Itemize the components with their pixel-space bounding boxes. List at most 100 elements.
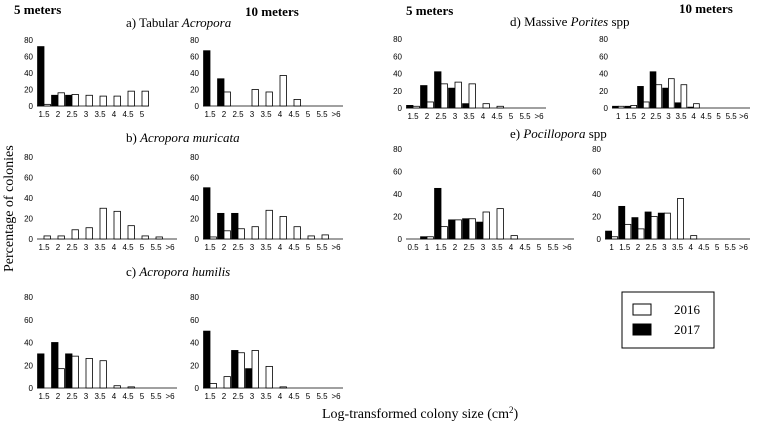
bar-2016 (496, 105, 504, 109)
bar-2017 (687, 106, 694, 109)
x-tick-label: 1.5 (204, 392, 216, 401)
y-tick-label: 20 (190, 361, 199, 370)
bar-2016 (611, 236, 619, 240)
x-tick-label: 4 (278, 392, 283, 401)
bar-2017 (217, 212, 225, 240)
bar-2016 (650, 216, 658, 240)
bar-2017 (37, 353, 45, 389)
x-tick-label: 2.5 (66, 392, 78, 401)
x-tick-label: 4 (278, 110, 283, 119)
x-tick-label: 5 (140, 392, 145, 401)
bar-2016 (677, 198, 684, 240)
x-tick-label: >6 (739, 112, 749, 121)
bar-2016 (251, 350, 259, 389)
x-tick-label: 3.5 (94, 392, 106, 401)
bar-2017 (51, 94, 59, 107)
panel-b-5m: 0 20 40 60 80 1.5 2 2.5 3 3.5 4 4.5 5 5.5 >6 (24, 153, 177, 252)
bar-2016 (43, 103, 51, 107)
bar-2016 (71, 355, 79, 389)
x-tick-label: 0.5 (407, 243, 419, 252)
x-tick-label: 4 (481, 112, 486, 121)
y-tick-label: 40 (599, 70, 608, 79)
bar-2017 (65, 353, 73, 389)
x-tick-label: 4 (112, 243, 117, 252)
x-tick-label: 1.5 (204, 243, 216, 252)
bar-2017 (657, 212, 665, 240)
bar-2016 (127, 386, 135, 389)
y-tick-label: 60 (24, 174, 33, 183)
bar-2017 (637, 86, 644, 109)
x-tick-label: 2.5 (232, 392, 244, 401)
bar-2016 (482, 103, 490, 109)
bar-2016 (113, 385, 121, 389)
y-tick-label: 60 (190, 316, 199, 325)
x-tick-label: 1.5 (204, 110, 216, 119)
panel-c-5m: 0 20 40 60 80 1.5 2 2.5 3 3.5 4 4.5 5 5.5 >6 (24, 293, 177, 401)
bar-2017 (420, 236, 428, 240)
y-tick-label: 40 (24, 69, 33, 78)
x-tick-label: 4.5 (122, 392, 134, 401)
x-tick-label: 3.5 (675, 112, 687, 121)
x-tick-label: 4.5 (122, 243, 134, 252)
y-axis-label: Percentage of colonies (2, 145, 17, 272)
y-tick-label: 20 (592, 213, 601, 222)
bar-2016 (279, 386, 287, 389)
x-tick-label: 5.5 (519, 112, 531, 121)
x-tick-label: 5 (715, 243, 720, 252)
x-tick-label: 5.5 (150, 243, 162, 252)
x-tick-label: 3.5 (672, 243, 684, 252)
x-tick-label: 2 (56, 392, 61, 401)
bar-2017 (631, 217, 639, 240)
x-tick-label: 5 (509, 112, 514, 121)
bar-2016 (426, 236, 434, 240)
y-tick-label: 0 (195, 235, 200, 244)
header-5m-right: 5 meters (406, 3, 453, 18)
x-tick-label: 1.5 (407, 112, 419, 121)
x-tick-label: 4 (112, 110, 117, 119)
x-tick-label: 3 (453, 112, 458, 121)
x-tick-label: 2 (636, 243, 641, 252)
x-tick-label: 5.5 (726, 112, 738, 121)
x-tick-label: 3.5 (94, 110, 106, 119)
legend: 2016 2017 (621, 291, 715, 349)
y-tick-label: 60 (393, 52, 402, 61)
y-tick-label: 60 (599, 52, 608, 61)
x-tick-label: 3 (84, 392, 89, 401)
y-tick-label: 60 (190, 53, 199, 62)
header-5m-left: 5 meters (14, 2, 61, 17)
x-tick-label: 2.5 (646, 243, 658, 252)
bar-2016 (265, 91, 273, 107)
legend-frame (621, 291, 715, 349)
subtitle-a: a) Tabular Acropora (126, 15, 232, 30)
bar-2016 (265, 209, 273, 240)
x-tick-label: >6 (165, 243, 175, 252)
bar-2016 (223, 376, 231, 389)
bar-2016 (85, 227, 93, 240)
x-tick-label: 3.5 (260, 110, 272, 119)
bar-2016 (279, 216, 287, 240)
bar-2017 (462, 103, 470, 109)
bar-2017 (245, 368, 253, 389)
header-10m-left: 10 meters (245, 4, 299, 19)
x-tick-label: 5 (306, 110, 311, 119)
x-tick-label: 4 (509, 243, 514, 252)
x-tick-label: 4.5 (288, 110, 300, 119)
x-tick-label: 1 (616, 112, 621, 121)
x-tick-label: 4.5 (122, 110, 134, 119)
x-tick-label: >6 (562, 243, 572, 252)
y-tick-label: 20 (393, 87, 402, 96)
y-tick-label: 40 (393, 190, 402, 199)
bar-2017 (217, 78, 225, 107)
bar-2016 (440, 226, 448, 240)
bar-2016 (57, 235, 65, 240)
x-tick-label: 3 (84, 243, 89, 252)
x-tick-label: 2.5 (650, 112, 662, 121)
bar-2017 (434, 187, 442, 240)
bar-2017 (231, 212, 239, 240)
y-tick-label: 80 (24, 293, 33, 302)
x-tick-label: 2.5 (66, 243, 78, 252)
bar-2016 (642, 101, 650, 109)
x-tick-label: 2 (56, 110, 61, 119)
x-tick-label: 3 (250, 110, 255, 119)
y-tick-label: 80 (190, 293, 199, 302)
